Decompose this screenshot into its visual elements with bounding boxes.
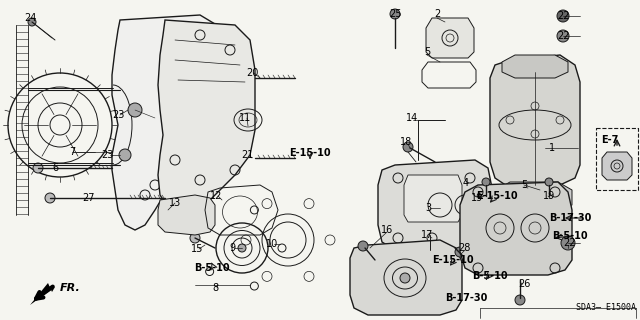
Text: 22: 22	[557, 11, 569, 21]
Polygon shape	[460, 182, 572, 275]
Text: 21: 21	[241, 150, 253, 160]
Circle shape	[482, 178, 490, 186]
Circle shape	[390, 9, 400, 19]
Polygon shape	[158, 20, 255, 215]
Text: B-17-30: B-17-30	[445, 293, 487, 303]
Text: 23: 23	[112, 110, 124, 120]
Text: E-15-10: E-15-10	[432, 255, 474, 265]
Text: B-17-30: B-17-30	[549, 213, 591, 223]
Text: 28: 28	[458, 243, 470, 253]
Polygon shape	[378, 160, 492, 250]
Text: 1: 1	[549, 143, 555, 153]
Polygon shape	[426, 18, 474, 58]
Polygon shape	[112, 15, 235, 230]
Polygon shape	[496, 182, 572, 210]
Ellipse shape	[238, 244, 246, 252]
Ellipse shape	[400, 273, 410, 283]
Text: 3: 3	[425, 203, 431, 213]
Text: 23: 23	[101, 150, 113, 160]
Text: 16: 16	[381, 225, 393, 235]
Text: E-7: E-7	[602, 135, 619, 145]
Circle shape	[481, 215, 491, 225]
Circle shape	[557, 30, 569, 42]
Circle shape	[33, 163, 43, 173]
Text: SDA3– E1500A: SDA3– E1500A	[576, 303, 636, 312]
Circle shape	[190, 233, 200, 243]
Circle shape	[557, 10, 569, 22]
Text: 24: 24	[24, 13, 36, 23]
Text: 13: 13	[169, 198, 181, 208]
Text: 19: 19	[543, 191, 555, 201]
Text: 6: 6	[52, 163, 58, 173]
Text: 15: 15	[191, 244, 203, 254]
Text: 11: 11	[239, 113, 251, 123]
Circle shape	[358, 241, 368, 251]
Polygon shape	[404, 175, 462, 222]
Text: B-5-10: B-5-10	[194, 263, 230, 273]
Text: E-15-10: E-15-10	[476, 191, 518, 201]
Text: 26: 26	[518, 279, 530, 289]
Text: 12: 12	[210, 191, 222, 201]
Text: 5: 5	[521, 180, 527, 190]
Text: 7: 7	[69, 147, 75, 157]
Text: FR.: FR.	[60, 283, 81, 293]
Text: 2: 2	[434, 9, 440, 19]
Text: 22: 22	[564, 238, 576, 248]
Circle shape	[561, 236, 575, 250]
Polygon shape	[490, 55, 580, 188]
Text: 14: 14	[406, 113, 418, 123]
Text: 18: 18	[400, 137, 412, 147]
Text: 27: 27	[82, 193, 94, 203]
Text: 17: 17	[421, 230, 433, 240]
Circle shape	[455, 247, 465, 257]
Circle shape	[119, 149, 131, 161]
Polygon shape	[158, 195, 215, 235]
Text: 10: 10	[266, 239, 278, 249]
Circle shape	[403, 142, 413, 152]
Text: 4: 4	[463, 178, 469, 188]
Text: 9: 9	[229, 243, 235, 253]
Text: B-5-10: B-5-10	[552, 231, 588, 241]
Text: 20: 20	[246, 68, 258, 78]
Text: 8: 8	[212, 283, 218, 293]
Circle shape	[515, 295, 525, 305]
Polygon shape	[602, 152, 632, 180]
Polygon shape	[502, 55, 568, 78]
Text: E-15-10: E-15-10	[289, 148, 331, 158]
Bar	[596, 128, 638, 190]
Text: 5: 5	[424, 47, 430, 57]
Circle shape	[481, 190, 491, 200]
Text: 19: 19	[471, 193, 483, 203]
Circle shape	[45, 193, 55, 203]
Polygon shape	[350, 240, 462, 315]
Polygon shape	[30, 283, 55, 305]
Circle shape	[128, 103, 142, 117]
Circle shape	[545, 178, 553, 186]
Text: 25: 25	[388, 9, 401, 19]
Text: B-5-10: B-5-10	[472, 271, 508, 281]
Text: 22: 22	[557, 31, 569, 41]
Circle shape	[28, 18, 36, 26]
